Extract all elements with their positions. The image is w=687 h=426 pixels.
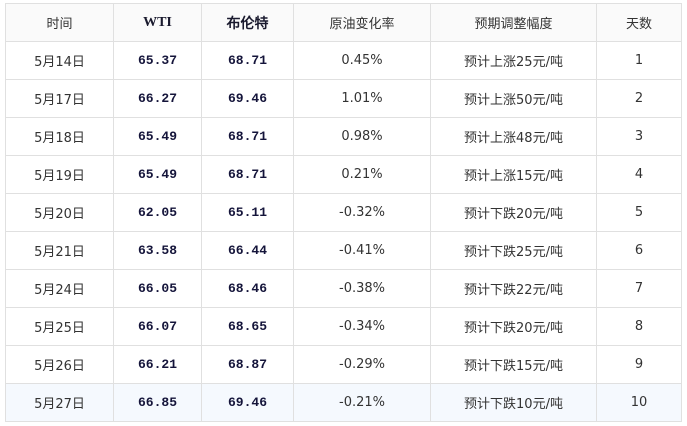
cell-days: 3 (596, 117, 682, 156)
cell-days: 5 (596, 193, 682, 232)
cell-expected-adjustment: 预计下跌10元/吨 (430, 383, 597, 422)
header-brent: 布伦特 (201, 3, 294, 42)
cell-change-rate: -0.32% (293, 193, 431, 232)
header-expected-adjustment: 预期调整幅度 (430, 3, 597, 42)
cell-expected-adjustment: 预计上涨48元/吨 (430, 117, 597, 156)
table-row: 5月20日 62.05 65.11 -0.32% 预计下跌20元/吨 5 (5, 193, 682, 232)
cell-days: 6 (596, 231, 682, 270)
cell-days: 4 (596, 155, 682, 194)
cell-change-rate: -0.29% (293, 345, 431, 384)
cell-change-rate: 0.98% (293, 117, 431, 156)
cell-date: 5月19日 (5, 155, 114, 194)
cell-change-rate: 0.45% (293, 41, 431, 80)
cell-change-rate: 0.21% (293, 155, 431, 194)
cell-date: 5月27日 (5, 383, 114, 422)
table-row: 5月24日 66.05 68.46 -0.38% 预计下跌22元/吨 7 (5, 269, 682, 308)
cell-brent: 68.71 (201, 117, 294, 156)
cell-date: 5月18日 (5, 117, 114, 156)
cell-expected-adjustment: 预计下跌25元/吨 (430, 231, 597, 270)
header-wti: WTI (113, 3, 202, 42)
table-row: 5月27日 66.85 69.46 -0.21% 预计下跌10元/吨 10 (5, 383, 682, 422)
cell-brent: 68.87 (201, 345, 294, 384)
cell-expected-adjustment: 预计上涨25元/吨 (430, 41, 597, 80)
cell-wti: 66.27 (113, 79, 202, 118)
cell-change-rate: -0.21% (293, 383, 431, 422)
cell-wti: 65.49 (113, 155, 202, 194)
cell-expected-adjustment: 预计上涨50元/吨 (430, 79, 597, 118)
cell-expected-adjustment: 预计下跌20元/吨 (430, 193, 597, 232)
table-row: 5月21日 63.58 66.44 -0.41% 预计下跌25元/吨 6 (5, 231, 682, 270)
cell-date: 5月14日 (5, 41, 114, 80)
cell-wti: 66.21 (113, 345, 202, 384)
cell-change-rate: -0.41% (293, 231, 431, 270)
cell-brent: 66.44 (201, 231, 294, 270)
cell-brent: 69.46 (201, 383, 294, 422)
cell-days: 1 (596, 41, 682, 80)
cell-brent: 69.46 (201, 79, 294, 118)
cell-date: 5月26日 (5, 345, 114, 384)
cell-brent: 68.46 (201, 269, 294, 308)
cell-date: 5月21日 (5, 231, 114, 270)
cell-brent: 68.65 (201, 307, 294, 346)
cell-wti: 66.07 (113, 307, 202, 346)
table-row: 5月19日 65.49 68.71 0.21% 预计上涨15元/吨 4 (5, 155, 682, 194)
table-header-row: 时间 WTI 布伦特 原油变化率 预期调整幅度 天数 (5, 3, 682, 42)
table-row: 5月26日 66.21 68.87 -0.29% 预计下跌15元/吨 9 (5, 345, 682, 384)
header-date: 时间 (5, 3, 114, 42)
cell-expected-adjustment: 预计下跌22元/吨 (430, 269, 597, 308)
table-row: 5月18日 65.49 68.71 0.98% 预计上涨48元/吨 3 (5, 117, 682, 156)
cell-expected-adjustment: 预计上涨15元/吨 (430, 155, 597, 194)
cell-expected-adjustment: 预计下跌15元/吨 (430, 345, 597, 384)
cell-wti: 65.49 (113, 117, 202, 156)
cell-date: 5月20日 (5, 193, 114, 232)
cell-days: 8 (596, 307, 682, 346)
cell-change-rate: 1.01% (293, 79, 431, 118)
cell-date: 5月25日 (5, 307, 114, 346)
cell-date: 5月17日 (5, 79, 114, 118)
cell-change-rate: -0.34% (293, 307, 431, 346)
cell-change-rate: -0.38% (293, 269, 431, 308)
header-change-rate: 原油变化率 (293, 3, 431, 42)
cell-days: 7 (596, 269, 682, 308)
table-row: 5月25日 66.07 68.65 -0.34% 预计下跌20元/吨 8 (5, 307, 682, 346)
cell-days: 10 (596, 383, 682, 422)
header-days: 天数 (596, 3, 682, 42)
cell-wti: 63.58 (113, 231, 202, 270)
cell-days: 2 (596, 79, 682, 118)
cell-wti: 66.85 (113, 383, 202, 422)
cell-brent: 65.11 (201, 193, 294, 232)
cell-brent: 68.71 (201, 155, 294, 194)
oil-price-table: 时间 WTI 布伦特 原油变化率 预期调整幅度 天数 5月14日 65.37 68.… (5, 3, 682, 422)
cell-expected-adjustment: 预计下跌20元/吨 (430, 307, 597, 346)
cell-brent: 68.71 (201, 41, 294, 80)
cell-days: 9 (596, 345, 682, 384)
table-row: 5月14日 65.37 68.71 0.45% 预计上涨25元/吨 1 (5, 41, 682, 80)
cell-wti: 66.05 (113, 269, 202, 308)
table-row: 5月17日 66.27 69.46 1.01% 预计上涨50元/吨 2 (5, 79, 682, 118)
cell-wti: 62.05 (113, 193, 202, 232)
cell-wti: 65.37 (113, 41, 202, 80)
cell-date: 5月24日 (5, 269, 114, 308)
